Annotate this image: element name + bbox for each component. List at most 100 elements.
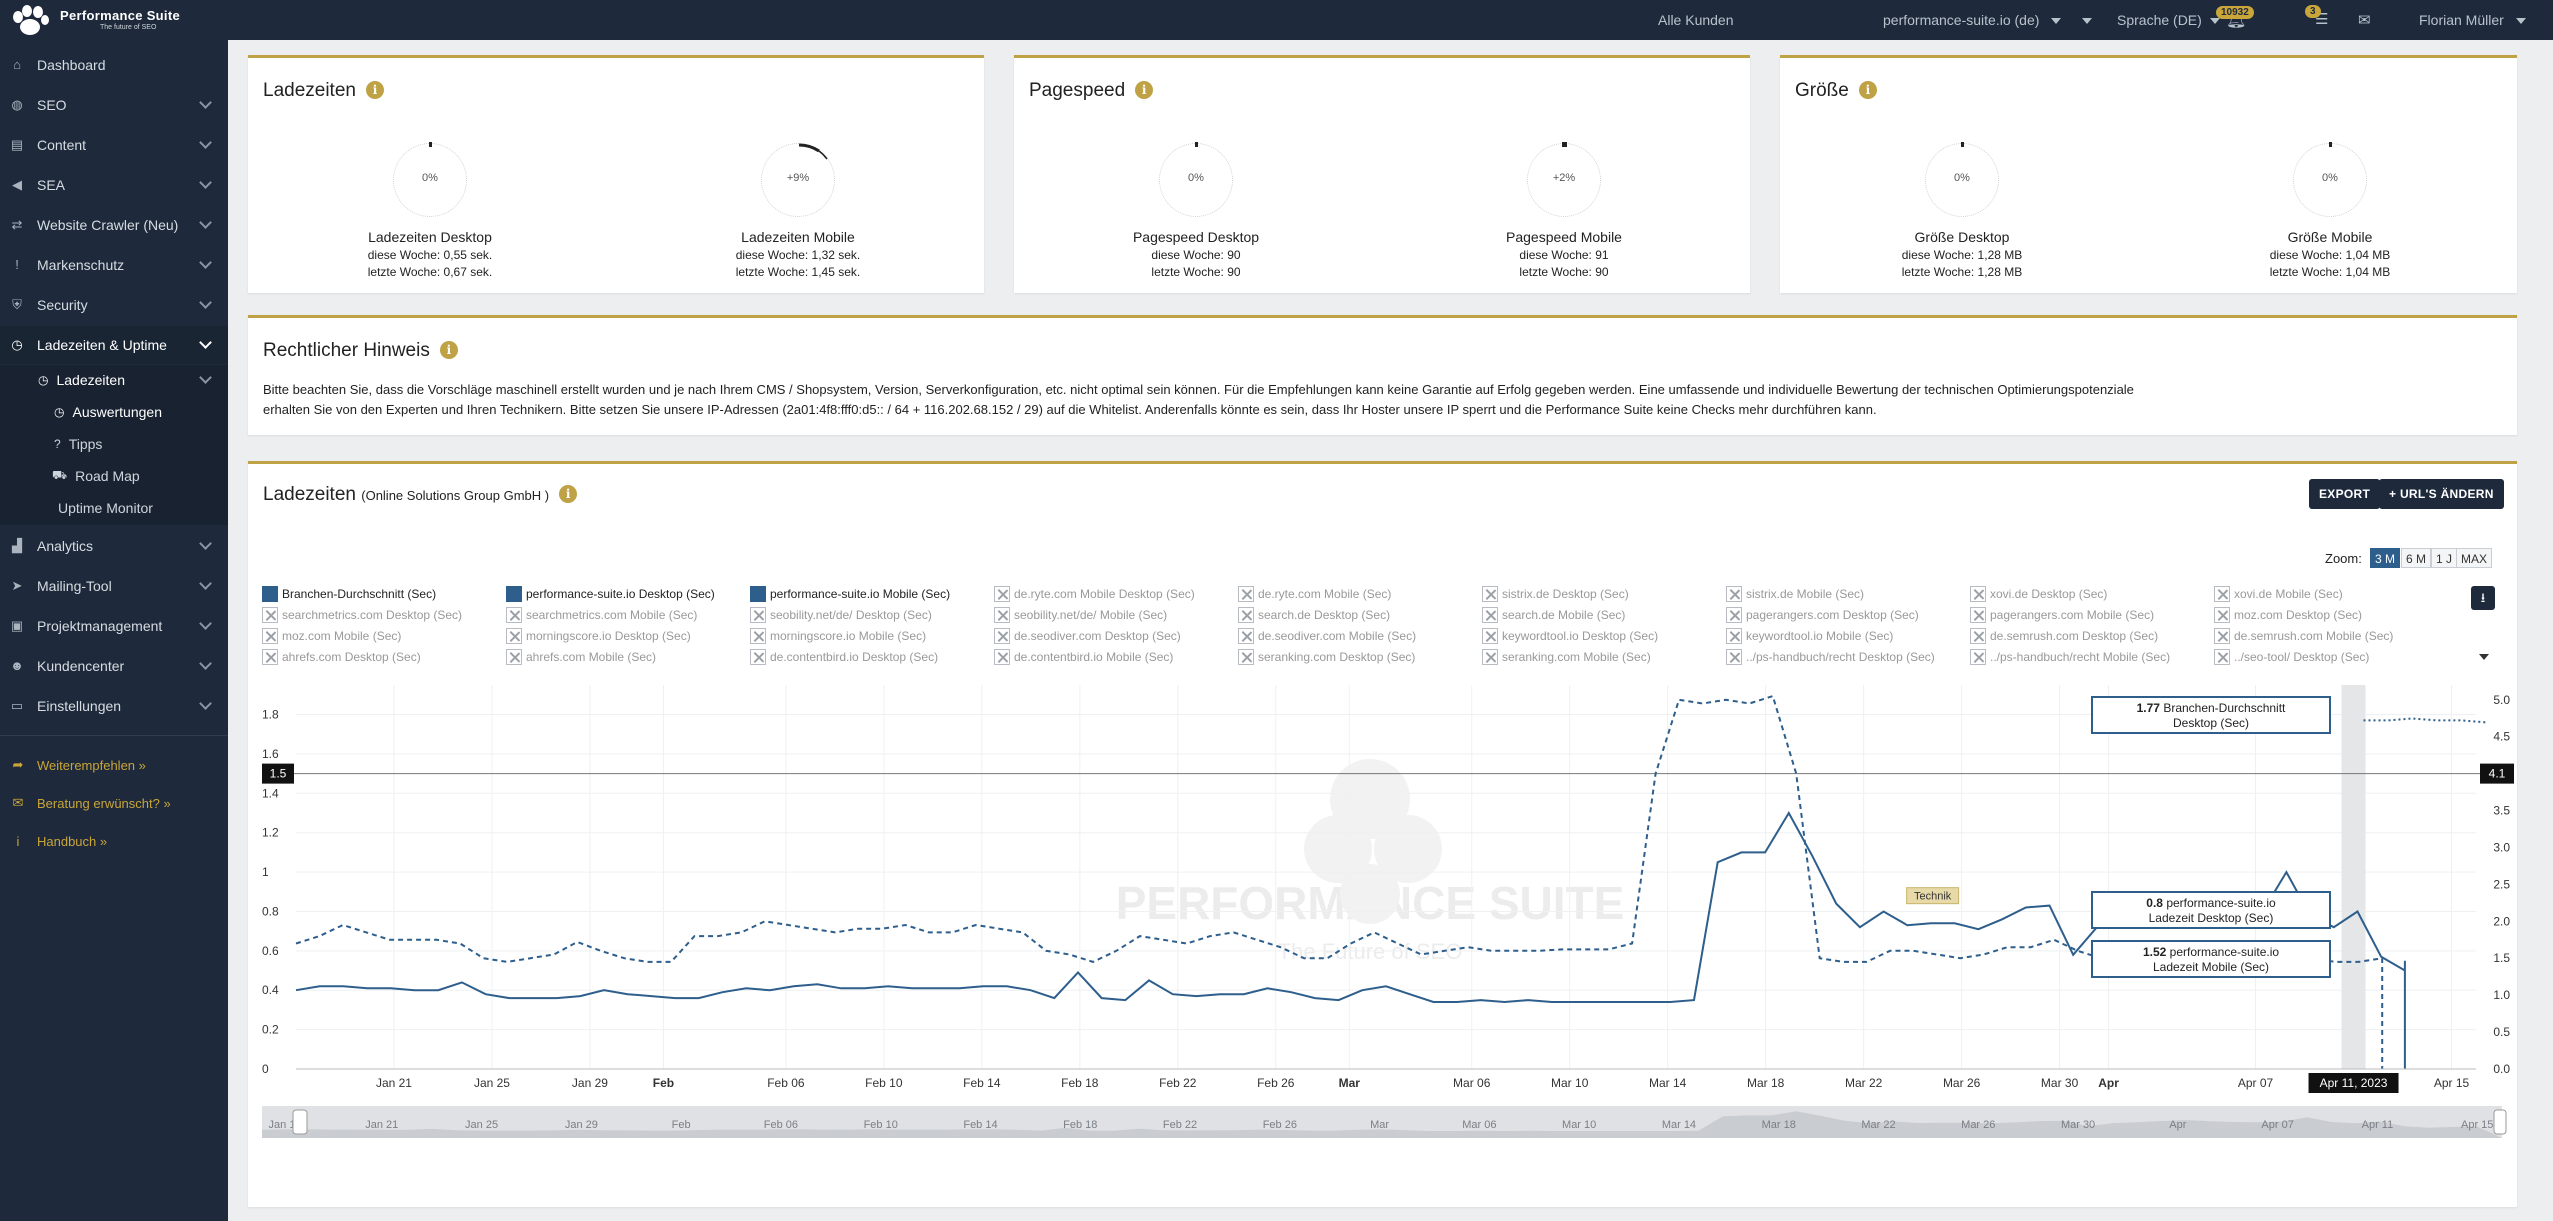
messages-button[interactable]: ✉ (2358, 11, 2371, 29)
sidebar-subitem-uptime-monitor[interactable]: Uptime Monitor (0, 493, 228, 523)
zoom-label: Zoom: (2325, 551, 2362, 566)
legend-item[interactable]: performance-suite.io Mobile (Sec) (750, 586, 950, 602)
y-tick-label-left: 0 (262, 1062, 269, 1076)
legend-item[interactable]: ../ps-handbuch/recht Desktop (Sec) (1726, 649, 1935, 665)
legend-item[interactable]: de.semrush.com Desktop (Sec) (1970, 628, 2158, 644)
legend-item[interactable]: pagerangers.com Mobile (Sec) (1970, 607, 2154, 623)
legend-item[interactable]: moz.com Desktop (Sec) (2214, 607, 2362, 623)
legend-item[interactable]: seobility.net/de/ Desktop (Sec) (750, 607, 932, 623)
sidebar-item-sea[interactable]: ◀ SEA (0, 166, 228, 204)
legend-item[interactable]: sistrix.de Desktop (Sec) (1482, 586, 1629, 602)
card-title: Rechtlicher Hinweis i (263, 340, 458, 362)
sidebar-item-dashboard[interactable]: ⌂ Dashboard (0, 46, 228, 84)
change-urls-button[interactable]: + URL'S ÄNDERN (2379, 479, 2504, 509)
link-weiterempfehlen[interactable]: ➦ Weiterempfehlen » (0, 750, 228, 780)
legend-scroll-down-icon[interactable] (2479, 654, 2489, 660)
legend-item[interactable]: morningscore.io Desktop (Sec) (506, 628, 691, 644)
crosshair-label-right: 4.1 (2489, 767, 2506, 781)
legend-item[interactable]: morningscore.io Mobile (Sec) (750, 628, 926, 644)
legend-item[interactable]: ahrefs.com Mobile (Sec) (506, 649, 656, 665)
legend-item[interactable]: ../ps-handbuch/recht Mobile (Sec) (1970, 649, 2170, 665)
sidebar-item-ladezeiten-uptime[interactable]: ◷ Ladezeiten & Uptime (0, 326, 228, 364)
legend-item[interactable]: keywordtool.io Desktop (Sec) (1482, 628, 1658, 644)
sidebar-item-mailing-tool[interactable]: ➤ Mailing-Tool (0, 567, 228, 605)
zoom-1j-button[interactable]: 1 J (2431, 548, 2458, 568)
sidebar-subitem-tipps[interactable]: ? Tipps (0, 429, 228, 459)
link-handbuch[interactable]: i Handbuch » (0, 826, 228, 856)
legend-item[interactable]: keywordtool.io Mobile (Sec) (1726, 628, 1893, 644)
legend-item[interactable]: pagerangers.com Desktop (Sec) (1726, 607, 1919, 623)
tooltip-text: 0.8 performance-suite.io (2146, 896, 2276, 910)
legend-item[interactable]: searchmetrics.com Mobile (Sec) (506, 607, 697, 623)
sidebar-item-markenschutz[interactable]: ! Markenschutz (0, 246, 228, 284)
legend-item[interactable]: ../seo-tool/ Desktop (Sec) (2214, 649, 2369, 665)
info-icon[interactable]: i (439, 341, 458, 359)
sidebar-subitem-auswertungen[interactable]: ◷ Auswertungen (0, 397, 228, 427)
legend-item[interactable]: search.de Desktop (Sec) (1238, 607, 1390, 623)
zoom-3m-button[interactable]: 3 M (2370, 548, 2401, 568)
legend-item[interactable]: moz.com Mobile (Sec) (262, 628, 401, 644)
card-groesse: Größe i 0% Größe Desktop diese Woche: 1,2… (1780, 55, 2517, 293)
submenu-ladezeiten-uptime: ◷ Ladezeiten ◷ Auswertungen ? Tipps ⛟ Ro… (0, 365, 228, 525)
legend-item[interactable]: de.semrush.com Mobile (Sec) (2214, 628, 2393, 644)
sidebar-item-content[interactable]: ▤ Content (0, 126, 228, 164)
download-icon[interactable]: ⭳ (2471, 586, 2495, 610)
legend-item[interactable]: seranking.com Desktop (Sec) (1238, 649, 1415, 665)
sidebar-item-einstellungen[interactable]: ▭ Einstellungen (0, 687, 228, 725)
share-icon: ➦ (12, 757, 24, 772)
info-icon[interactable]: i (1135, 81, 1154, 99)
sidebar-item-projektmanagement[interactable]: ▣ Projektmanagement (0, 607, 228, 645)
navigator-label: Jan 21 (365, 1119, 398, 1131)
legend-item[interactable]: sistrix.de Mobile (Sec) (1726, 586, 1864, 602)
app-logo[interactable]: Performance Suite The future of SEO (10, 4, 220, 40)
project-select[interactable]: performance-suite.io (de) (1883, 12, 2083, 28)
crosshair-label-left-bg (262, 763, 294, 784)
legend-disabled-icon (1238, 649, 1254, 665)
legend-item[interactable]: seobility.net/de/ Mobile (Sec) (994, 607, 1167, 623)
link-label: Beratung erwünscht? » (37, 795, 171, 811)
legend-item[interactable]: de.seodiver.com Desktop (Sec) (994, 628, 1181, 644)
legend-item[interactable]: de.ryte.com Mobile (Sec) (1238, 586, 1391, 602)
navigator-handle-right[interactable] (2493, 1109, 2507, 1135)
language-select[interactable]: Sprache (DE) (2117, 12, 2220, 28)
legend-label: seranking.com Mobile (Sec) (1502, 650, 1651, 664)
legend-item[interactable]: Branchen-Durchschnitt (Sec) (262, 586, 436, 602)
legend-item[interactable]: de.contentbird.io Mobile (Sec) (994, 649, 1173, 665)
sidebar-item-label: SEO (37, 97, 67, 113)
caret-down-icon (2082, 18, 2092, 24)
link-beratung[interactable]: ✉ Beratung erwünscht? » (0, 788, 228, 818)
sidebar-item-security[interactable]: ⛨ Security (0, 286, 228, 324)
navigator-handle-left[interactable] (292, 1109, 308, 1135)
legend-item[interactable]: performance-suite.io Desktop (Sec) (506, 586, 715, 602)
chart-legend: Branchen-Durchschnitt (Sec) performance-s… (262, 586, 2492, 674)
card-title: Pagespeed i (1029, 80, 1154, 102)
legend-item[interactable]: ahrefs.com Desktop (Sec) (262, 649, 421, 665)
legend-item[interactable]: de.seodiver.com Mobile (Sec) (1238, 628, 1416, 644)
info-icon[interactable]: i (365, 81, 384, 99)
sidebar-subitem-roadmap[interactable]: ⛟ Road Map (0, 461, 228, 491)
legend-item[interactable]: seranking.com Mobile (Sec) (1482, 649, 1651, 665)
y-tick-label-right: 2.5 (2493, 877, 2510, 891)
legend-item[interactable]: de.ryte.com Mobile Desktop (Sec) (994, 586, 1195, 602)
export-button[interactable]: EXPORT (2309, 479, 2381, 509)
legend-item[interactable]: searchmetrics.com Desktop (Sec) (262, 607, 462, 623)
legend-item[interactable]: xovi.de Desktop (Sec) (1970, 586, 2107, 602)
sidebar-item-kundencenter[interactable]: ☻ Kundencenter (0, 647, 228, 685)
sidebar-item-seo[interactable]: ◍ SEO (0, 86, 228, 124)
legend-label: morningscore.io Mobile (Sec) (770, 629, 927, 643)
gauge-groesse-desktop: 0% Größe Desktop diese Woche: 1,28 MB le… (1872, 142, 2052, 279)
info-icon[interactable]: i (559, 485, 578, 503)
legend-item[interactable]: xovi.de Mobile (Sec) (2214, 586, 2343, 602)
legend-item[interactable]: search.de Mobile (Sec) (1482, 607, 1625, 623)
zoom-max-button[interactable]: MAX (2456, 548, 2493, 568)
sidebar-subitem-ladezeiten[interactable]: ◷ Ladezeiten (0, 365, 228, 395)
user-menu[interactable]: Florian Müller (2419, 12, 2526, 28)
info-icon[interactable]: i (1858, 81, 1877, 99)
customer-select[interactable]: Alle Kunden (1658, 12, 2092, 28)
sidebar-item-analytics[interactable]: ▟ Analytics (0, 527, 228, 565)
sidebar-item-website-crawler[interactable]: ⇄ Website Crawler (Neu) (0, 206, 228, 244)
legend-item[interactable]: de.contentbird.io Desktop (Sec) (750, 649, 938, 665)
zoom-6m-button[interactable]: 6 M (2401, 548, 2432, 568)
x-tick-label: Apr 07 (2238, 1076, 2274, 1090)
